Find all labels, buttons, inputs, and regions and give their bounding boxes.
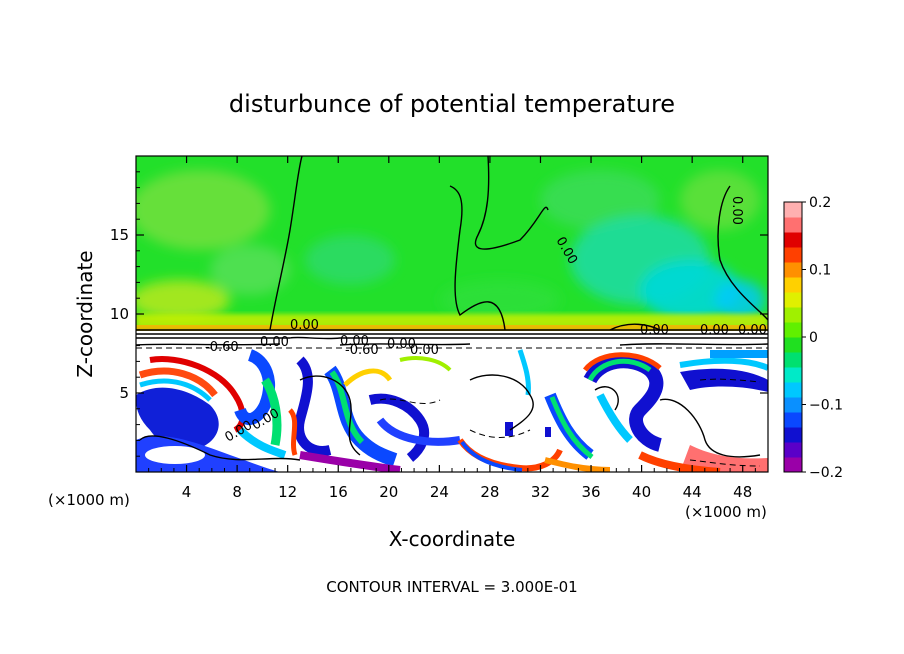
chart-title: disturbunce of potential temperature [229, 90, 675, 118]
x-tick-label: 40 [632, 483, 651, 501]
y-tick-label: 10 [110, 305, 129, 323]
colorbar-swatch [784, 247, 802, 263]
colorbar-swatch [784, 337, 802, 353]
x-tick-label: 12 [278, 483, 297, 501]
x-tick-label: 44 [683, 483, 702, 501]
colorbar-swatch [784, 442, 802, 458]
x-axis: 4 8 12 16 20 24 28 32 36 40 44 48 [148, 156, 756, 501]
colorbar: 0.2 0.1 0 −0.1 −0.2 [783, 195, 843, 481]
colorbar-swatch [784, 217, 802, 233]
heatmap-field [136, 156, 768, 472]
x-tick-label: 32 [531, 483, 550, 501]
colorbar-swatch [784, 397, 802, 413]
x-axis-label: X-coordinate [389, 527, 516, 551]
colorbar-swatch [784, 292, 802, 308]
x-tick-label: 48 [733, 483, 752, 501]
x-unit-right: (×1000 m) [685, 503, 767, 521]
contour-label: 0.00 [260, 335, 289, 350]
x-unit-left: (×1000 m) [48, 491, 130, 509]
y-axis-label: Z-coordinate [73, 250, 97, 377]
colorbar-swatch [784, 457, 802, 473]
colorbar-swatch [784, 262, 802, 278]
colorbar-tick-label: 0.1 [809, 263, 831, 279]
contour-label: 0.00 [410, 343, 439, 358]
colorbar-swatch [784, 202, 802, 218]
x-tick-label: 16 [329, 483, 348, 501]
colorbar-swatch [784, 367, 802, 383]
contour-label: 0.00 [640, 323, 669, 338]
colorbar-swatch [784, 322, 802, 338]
colorbar-swatch [784, 307, 802, 323]
colorbar-tick-label: 0 [809, 330, 818, 346]
x-tick-label: 36 [581, 483, 600, 501]
contour-label: 0.00 [700, 323, 729, 338]
y-tick-label: 5 [119, 384, 129, 402]
contour-label: 0.00 [387, 337, 416, 352]
x-tick-label: 28 [480, 483, 499, 501]
colorbar-swatch [784, 277, 802, 293]
x-tick-label: 20 [379, 483, 398, 501]
colorbar-swatch [784, 352, 802, 368]
x-tick-label: 8 [232, 483, 242, 501]
contour-label: 0.00 [340, 334, 369, 349]
colorbar-tick-label: −0.2 [809, 465, 843, 481]
x-tick-label: 4 [182, 483, 192, 501]
colorbar-swatch [784, 382, 802, 398]
contour-label: -0.60 [205, 340, 239, 355]
y-tick-label: 15 [110, 226, 129, 244]
y-axis: 5 10 15 [110, 171, 768, 457]
contour-interval-note: CONTOUR INTERVAL = 3.000E-01 [326, 578, 577, 596]
x-tick-label: 24 [430, 483, 449, 501]
colorbar-tick-label: 0.2 [809, 195, 831, 211]
contour-label: 0.00 [290, 318, 319, 333]
contour-labels: 0.00 0.00 0.00 0.00 0.00 0.00 -0.60 -0.6… [205, 196, 767, 445]
contour-label: 0.00 [729, 196, 744, 225]
colorbar-swatch [784, 427, 802, 443]
colorbar-swatch [784, 412, 802, 428]
contour-label: 0.00 [738, 323, 767, 338]
colorbar-swatch [784, 232, 802, 248]
contour-label: -0.60 [345, 343, 379, 358]
colorbar-tick-label: −0.1 [809, 398, 843, 414]
